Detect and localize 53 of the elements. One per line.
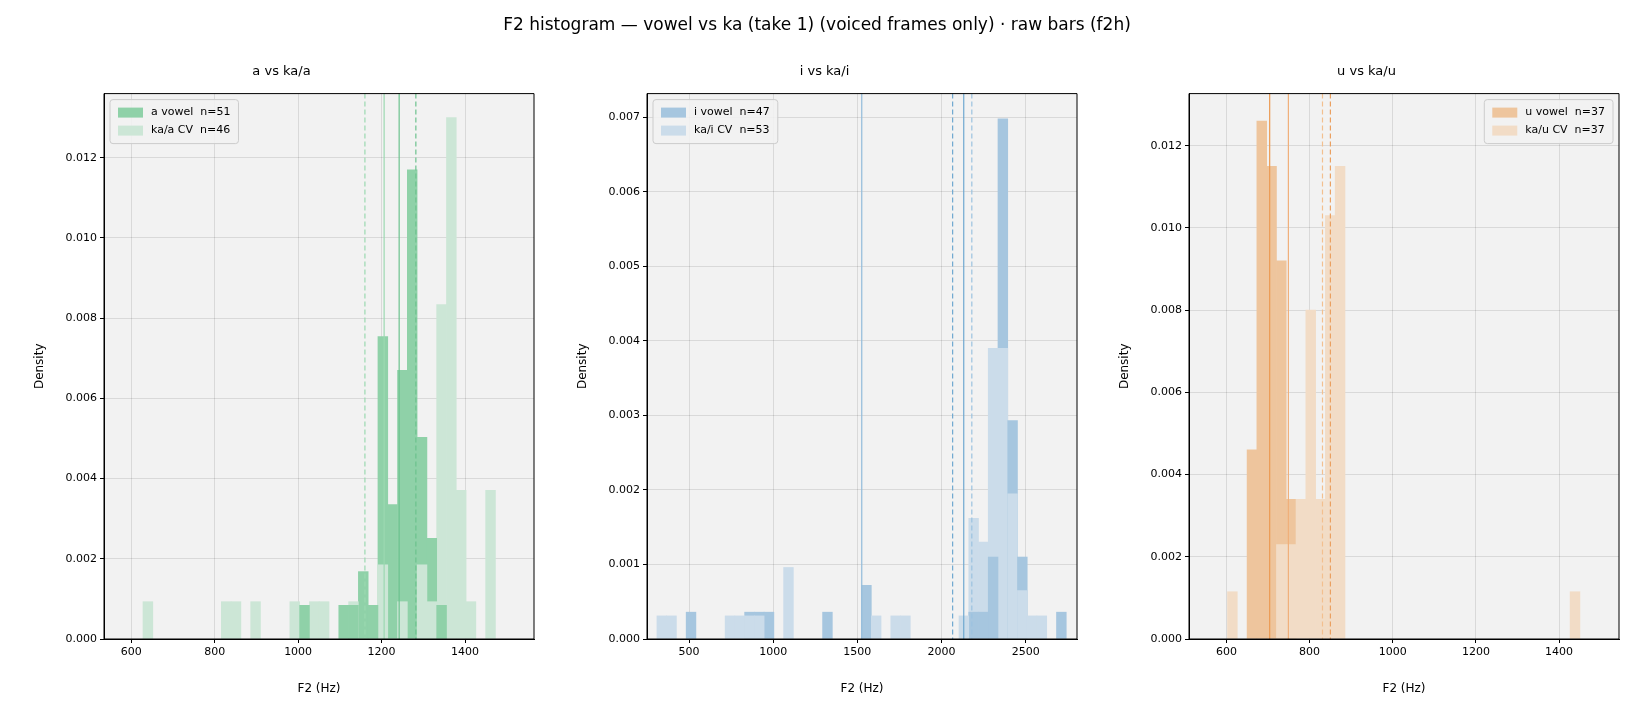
x-tick-label: 2000 (927, 645, 956, 659)
y-tick-label: 0.008 (65, 311, 97, 325)
x-axis-title: F2 (Hz) (297, 680, 341, 695)
x-tick-label: 800 (1299, 645, 1321, 659)
x-tick-label: 1500 (842, 645, 871, 659)
y-tick-label: 0.000 (608, 631, 640, 645)
x-tick-label: 1000 (758, 645, 787, 659)
chart-title: a vs ka/a (252, 63, 311, 79)
y-tick-label: 0.005 (608, 259, 640, 273)
x-tick-label: 1200 (1461, 645, 1490, 659)
y-tick-label: 0.008 (1150, 303, 1182, 317)
y-tick-label: 0.012 (1150, 138, 1182, 152)
x-axis-title: F2 (Hz) (839, 680, 884, 695)
y-tick-label: 0.010 (65, 230, 97, 244)
y-tick-label: 0.002 (65, 551, 97, 565)
y-tick-label: 0.001 (608, 557, 640, 571)
x-tick-label: 1000 (284, 645, 313, 659)
y-tick-label: 0.004 (608, 333, 640, 347)
y-tick-label: 0.003 (608, 408, 640, 422)
y-tick-label: 0.004 (65, 471, 97, 485)
y-tick-label: 0.002 (1150, 549, 1182, 563)
x-tick-label: 1000 (1378, 645, 1407, 659)
y-tick-label: 0.006 (608, 184, 640, 198)
y-tick-label: 0.010 (1150, 220, 1182, 234)
y-tick-label: 0.012 (65, 150, 97, 164)
y-tick-label: 0.004 (1150, 467, 1182, 481)
y-axis-title: Density (32, 343, 47, 390)
legend-label: u vowel n=37 (1525, 105, 1606, 119)
x-axis-title: F2 (Hz) (1382, 680, 1426, 695)
y-tick-label: 0.000 (1150, 631, 1182, 645)
legend-label: ka/u CV n=37 (1525, 123, 1605, 137)
x-tick-label: 1200 (367, 645, 396, 659)
x-tick-label: 1400 (1545, 645, 1574, 659)
chart-title: i vs ka/i (799, 63, 849, 79)
legend-label: a vowel n=51 (151, 105, 231, 119)
legend-label: i vowel n=47 (693, 105, 770, 119)
legend-label: ka/a CV n=46 (151, 123, 231, 137)
y-tick-label: 0.002 (608, 482, 640, 496)
y-axis-title: Density (574, 343, 589, 390)
x-tick-label: 500 (678, 645, 700, 659)
x-tick-label: 2500 (1011, 645, 1040, 659)
chart-title: u vs ka/u (1337, 63, 1396, 79)
text: F2 histogram — vowel vs ka (take 1) (voiced frames only) · raw bars (f2h) (502, 14, 1132, 34)
x-tick-label: 800 (204, 645, 226, 659)
legend-label: ka/i CV n=53 (693, 123, 770, 137)
y-axis-title: Density (1117, 343, 1132, 390)
y-tick-label: 0.006 (1150, 385, 1182, 399)
y-tick-label: 0.006 (65, 391, 97, 405)
x-tick-label: 600 (120, 645, 142, 659)
y-tick-label: 0.000 (65, 631, 97, 645)
x-tick-label: 1400 (451, 645, 480, 659)
y-tick-label: 0.007 (608, 110, 640, 124)
x-tick-label: 600 (1215, 645, 1237, 659)
